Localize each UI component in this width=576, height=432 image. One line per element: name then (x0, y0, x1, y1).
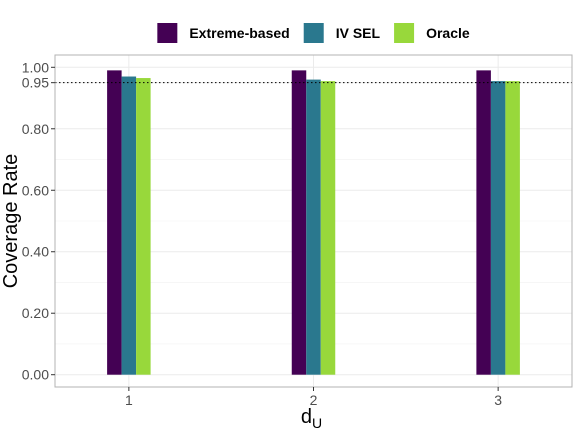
legend: Extreme-based IV SEL Oracle (157, 23, 470, 43)
legend-key-iv-sel (303, 23, 324, 43)
x-tick-label: 2 (310, 392, 318, 408)
y-axis-title: Coverage Rate (0, 154, 22, 289)
y-tick-label: 0.95 (22, 75, 49, 91)
legend-label: Extreme-based (189, 25, 289, 41)
y-tick-label: 0.00 (22, 367, 49, 383)
bar-oracle-1 (136, 78, 151, 375)
x-axis-title-subscript: U (312, 415, 322, 431)
bar-iv-sel-2 (306, 79, 321, 375)
x-tick-label: 1 (125, 392, 133, 408)
x-axis: 1 2 3 (125, 387, 502, 408)
bars (107, 70, 520, 375)
bar-iv-sel-1 (121, 76, 137, 375)
bar-oracle-3 (505, 81, 520, 375)
y-tick-label: 0.40 (22, 244, 49, 260)
y-tick-label: 0.80 (22, 121, 49, 137)
y-tick-label: 0.60 (22, 182, 49, 198)
legend-key-extreme-based (157, 23, 178, 43)
x-tick-label: 3 (494, 392, 502, 408)
legend-label: Oracle (426, 25, 470, 41)
legend-label: IV SEL (336, 25, 381, 41)
bar-extreme-based-1 (107, 70, 122, 375)
bar-iv-sel-3 (490, 81, 506, 375)
x-axis-title-main: d (301, 406, 312, 428)
y-tick-label: 1.00 (22, 59, 49, 75)
legend-key-oracle (394, 23, 415, 43)
y-tick-label: 0.20 (22, 305, 49, 321)
bar-extreme-based-2 (291, 70, 307, 375)
x-axis-title: dU (301, 406, 322, 431)
bar-extreme-based-3 (476, 70, 491, 375)
bar-oracle-2 (320, 81, 336, 375)
y-axis: 0.00 0.20 0.40 0.60 0.80 0.951.00 (22, 59, 55, 383)
